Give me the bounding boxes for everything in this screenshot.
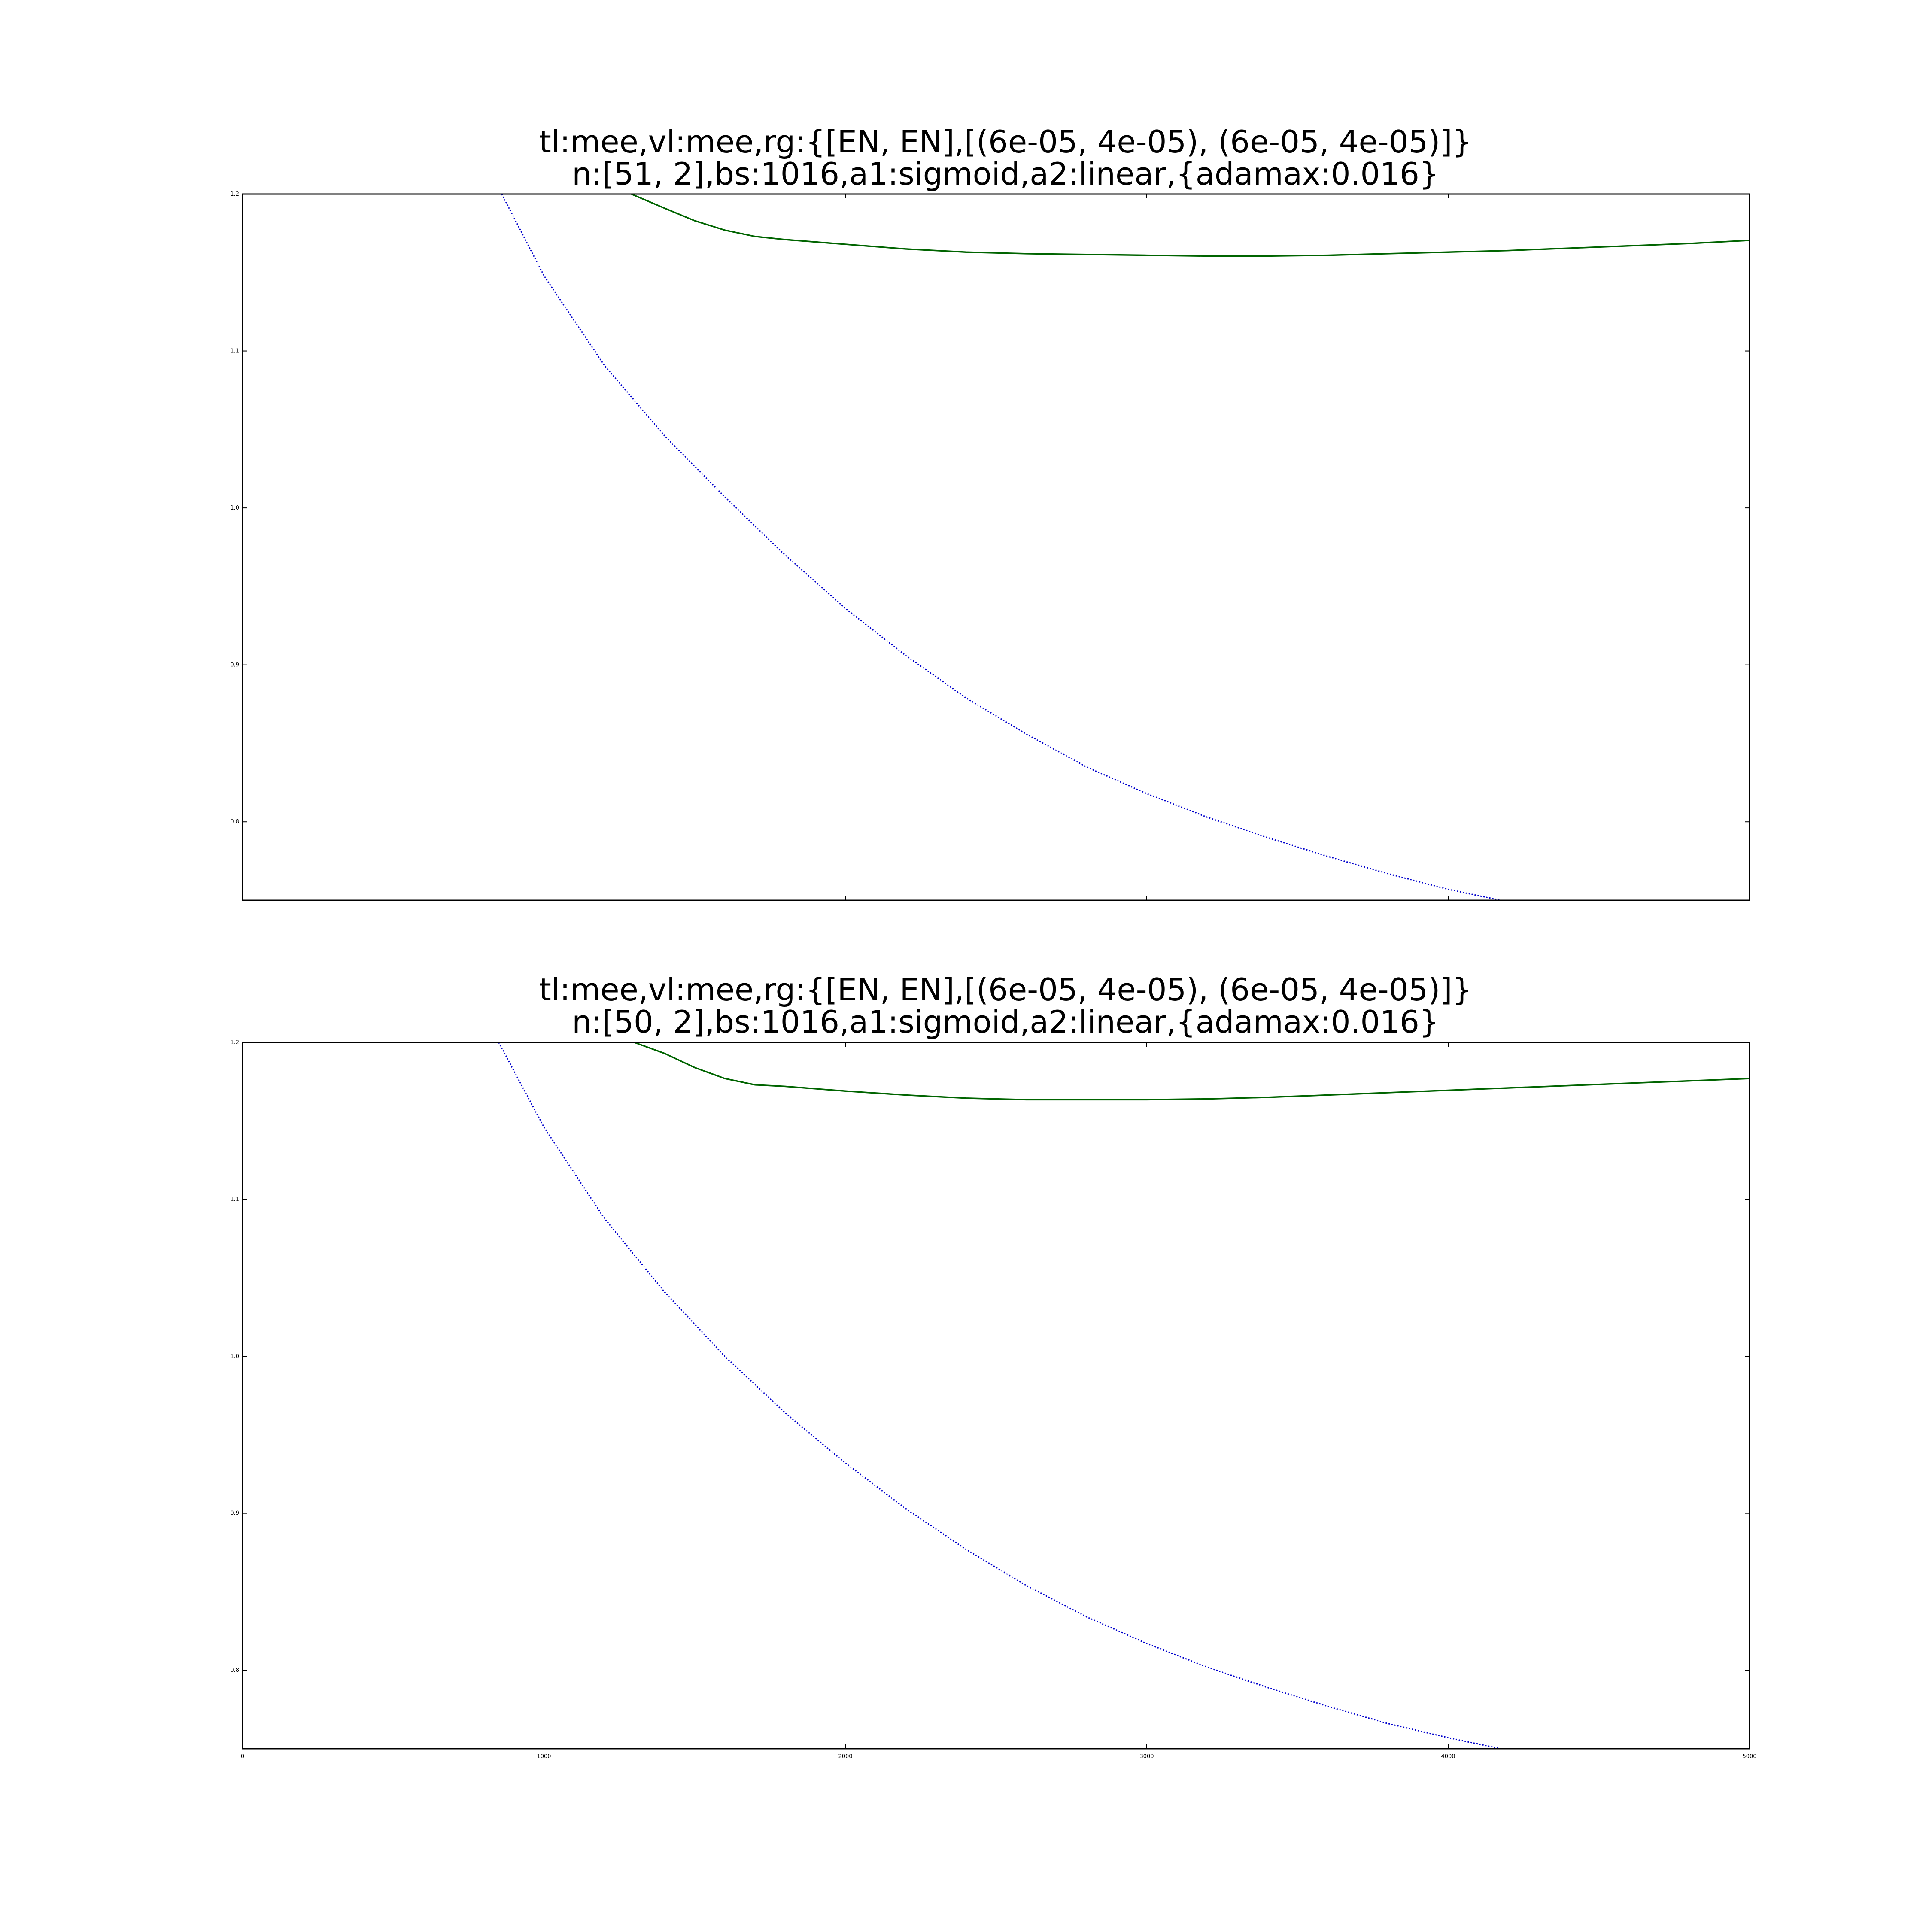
- chart-top-title-line1: tl:mee,vl:mee,rg:{[EN, EN],[(6e-05, 4e-0…: [539, 124, 1472, 160]
- y-tick-label: 1.2: [230, 1039, 239, 1046]
- y-tick-label: 1.2: [230, 191, 239, 197]
- chart-bottom-plot-area: 0.8 0.9 1.0 1.1 1.2 0 1000 2000 3000 4000 5000: [230, 1039, 1756, 1760]
- x-tick-label: 5000: [1742, 1753, 1756, 1760]
- x-tick-label: 4000: [1441, 1753, 1455, 1760]
- y-tick-label: 1.1: [230, 1197, 239, 1203]
- series-line-green-solid: [634, 1042, 1750, 1101]
- chart-top-title-line2: n:[51, 2],bs:1016,a1:sigmoid,a2:linear,{…: [572, 156, 1439, 192]
- chart-bottom: tl:mee,vl:mee,rg:{[EN, EN],[(6e-05, 4e-0…: [230, 972, 1756, 1760]
- chart-top: tl:mee,vl:mee,rg:{[EN, EN],[(6e-05, 4e-0…: [230, 124, 1750, 901]
- y-tick-label: 0.9: [230, 662, 239, 668]
- y-tick-label: 0.8: [230, 819, 239, 825]
- y-tick-label: 1.1: [230, 348, 239, 355]
- y-tick-label: 0.9: [230, 1510, 239, 1517]
- y-tick-label: 0.8: [230, 1667, 239, 1674]
- x-tick-label: 2000: [838, 1753, 852, 1760]
- chart-bottom-title-line1: tl:mee,vl:mee,rg:{[EN, EN],[(6e-05, 4e-0…: [539, 972, 1472, 1008]
- chart-bottom-title-line2: n:[50, 2],bs:1016,a1:sigmoid,a2:linear,{…: [572, 1004, 1439, 1040]
- axes-frame: [242, 193, 1750, 901]
- axes-frame: [242, 1042, 1750, 1750]
- x-tick-label: 3000: [1139, 1753, 1154, 1760]
- chart-top-plot-area: 0.8 0.9 1.0 1.1 1.2: [230, 191, 1750, 901]
- x-tick-label: 0: [241, 1753, 244, 1760]
- x-tick-label: 1000: [537, 1753, 551, 1760]
- series-line-green-solid: [631, 194, 1750, 257]
- series-line-blue-dotted: [498, 1042, 1504, 1749]
- y-tick-label: 1.0: [230, 505, 239, 511]
- series-line-blue-dotted: [501, 194, 1504, 900]
- y-tick-label: 1.0: [230, 1353, 239, 1360]
